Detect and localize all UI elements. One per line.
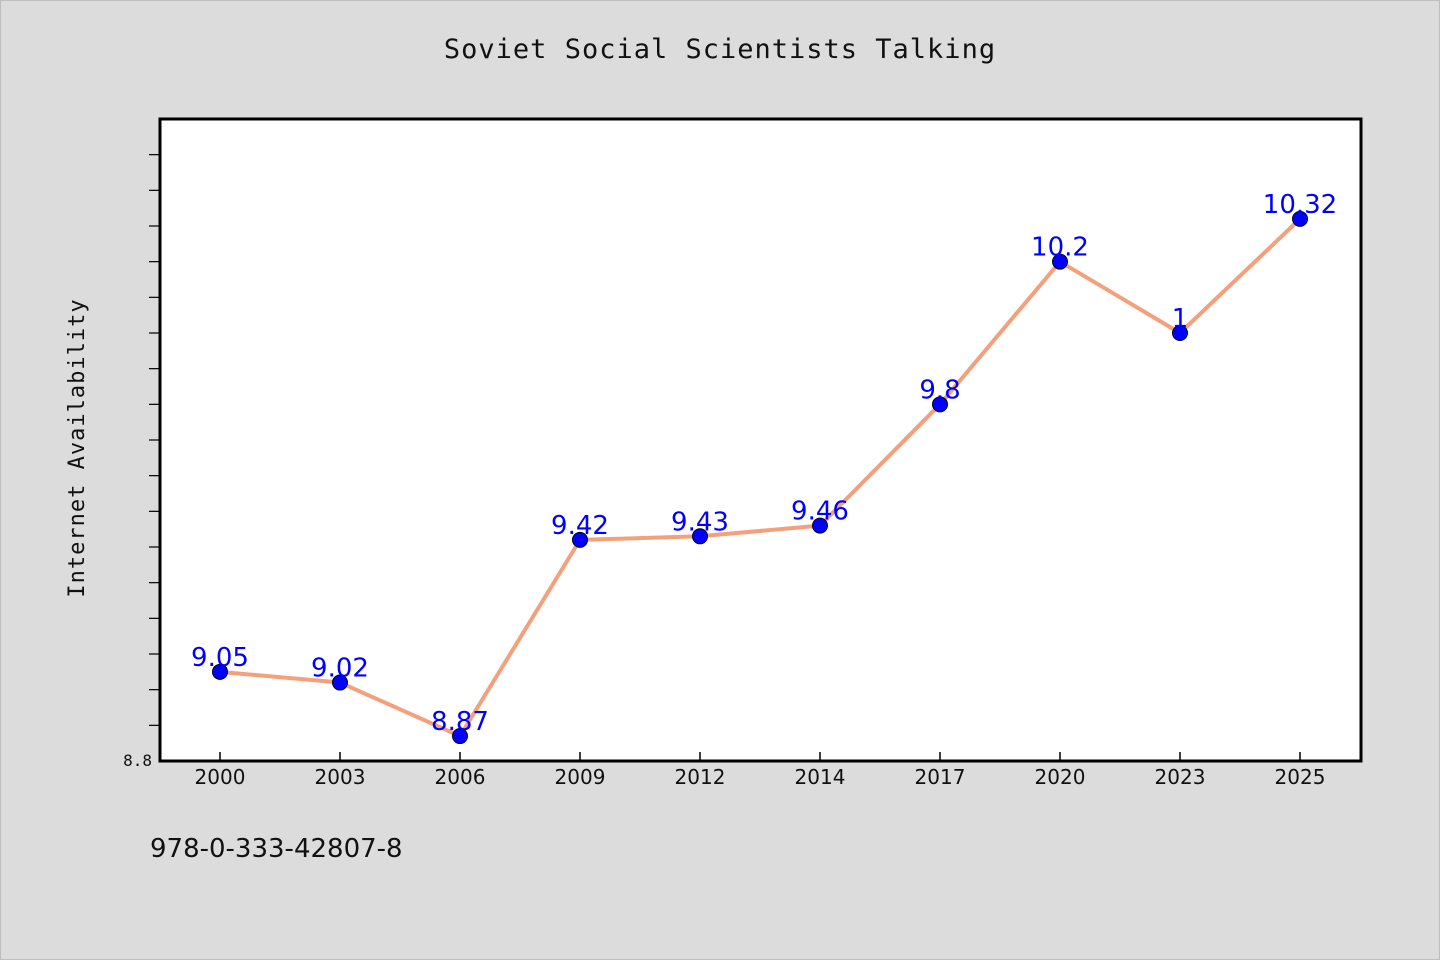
data-label: 8.87: [431, 707, 489, 737]
data-point: [452, 728, 468, 745]
data-point: [212, 663, 228, 680]
x-axis-ticks: [219, 752, 1301, 761]
isbn-text: 978-0-333-42807-8: [150, 834, 403, 864]
data-label: 9.05: [191, 643, 249, 673]
data-point: [572, 531, 588, 548]
y-tick-label: 8.8: [123, 751, 152, 770]
x-tick-label: 2003: [315, 765, 366, 789]
plot-area: [158, 117, 1363, 763]
data-point: [332, 674, 348, 691]
data-point: [692, 528, 708, 545]
x-tick-label: 2012: [675, 765, 726, 789]
x-tick-label: 2020: [1035, 765, 1086, 789]
series-line: [219, 217, 1302, 739]
data-label: 10.2: [1031, 233, 1089, 263]
x-tick-label: 2014: [795, 765, 846, 789]
data-label: 10.32: [1263, 190, 1337, 220]
data-labels: 9.05 9.02 8.87 9.42 9.43 9.46 9.8 10.2 1 10.32: [191, 190, 1337, 737]
x-axis-tick-labels: 2000 2003 2006 2009 2012 2014 2017 2020 2023 2025: [195, 765, 1326, 789]
series-markers: [212, 210, 1308, 745]
x-tick-label: 2023: [1155, 765, 1206, 789]
data-label: 9.43: [671, 507, 729, 537]
data-point: [812, 517, 828, 534]
data-point: [1052, 253, 1068, 270]
chart-title: Soviet Social Scientists Talking: [443, 34, 997, 65]
y-axis-label: Internet Availability: [65, 298, 90, 597]
x-tick-label: 2000: [195, 765, 246, 789]
data-label: 9.02: [311, 654, 369, 684]
y-axis-ticks: [149, 154, 160, 726]
data-point: [932, 396, 948, 413]
x-tick-label: 2025: [1275, 765, 1326, 789]
data-label: 9.8: [919, 375, 960, 405]
data-label: 1: [1172, 304, 1189, 334]
x-tick-label: 2006: [435, 765, 486, 789]
data-point: [1172, 325, 1188, 341]
x-tick-label: 2017: [915, 765, 966, 789]
data-point: [1292, 210, 1308, 227]
data-label: 9.46: [791, 497, 849, 527]
data-label: 9.42: [551, 511, 609, 541]
x-tick-label: 2009: [555, 765, 606, 789]
